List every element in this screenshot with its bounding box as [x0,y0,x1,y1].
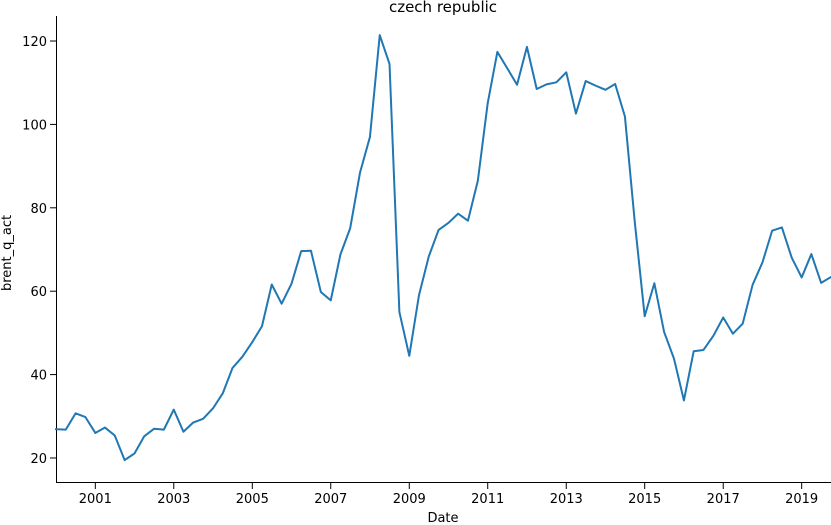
y-tick-label: 20 [30,452,47,467]
axes [56,16,831,483]
x-tick-label: 2011 [471,492,504,507]
y-tick-label: 100 [22,118,47,133]
y-tick-label: 80 [30,202,47,217]
y-axis-title: brent_q_act [0,215,15,291]
x-axis-ticks: 2001 2003 2005 2007 2009 2011 2013 2015 2017 2019 [79,483,818,507]
chart-title: czech republic [389,0,497,16]
x-tick-label: 2001 [79,492,112,507]
x-tick-label: 2007 [314,492,347,507]
x-tick-label: 2015 [628,492,661,507]
y-tick-label: 120 [22,35,47,50]
y-axis-ticks: 20 40 60 80 100 120 [22,35,56,467]
x-tick-label: 2013 [550,492,583,507]
y-tick-label: 40 [30,369,47,384]
x-tick-label: 2009 [393,492,426,507]
x-tick-label: 2005 [236,492,269,507]
x-tick-label: 2019 [785,492,818,507]
x-axis-title: Date [427,511,458,525]
x-tick-label: 2003 [157,492,190,507]
x-tick-label: 2017 [707,492,740,507]
y-tick-label: 60 [30,285,47,300]
series-line [54,34,831,462]
